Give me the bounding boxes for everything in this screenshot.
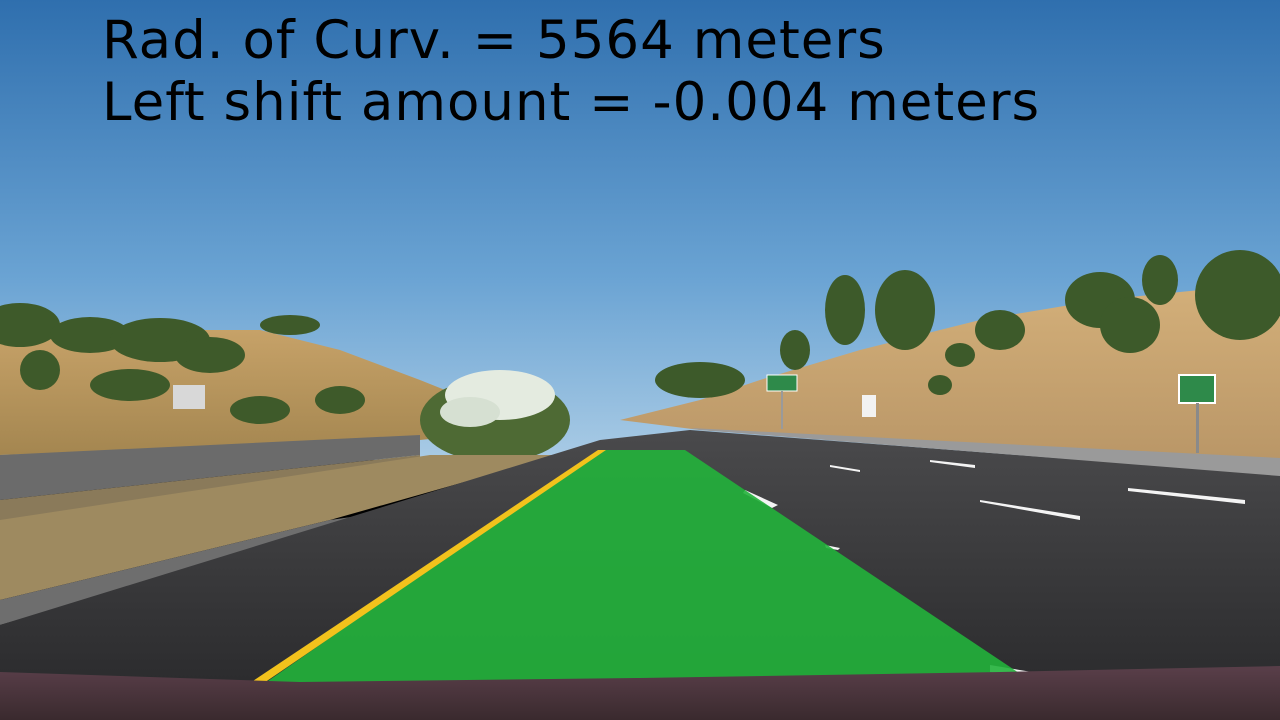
shift-readout: Left shift amount = -0.004 meters [102, 72, 1041, 133]
median-barrier [0, 435, 420, 500]
car-hood [0, 666, 1280, 720]
billboard-sign [173, 385, 205, 409]
green-highway-sign [766, 374, 798, 392]
left-trees [0, 303, 365, 424]
lane-detection-overlay [245, 450, 1055, 697]
flowering-bush [420, 370, 570, 462]
exit-sign [1178, 374, 1216, 404]
curvature-readout: Rad. of Curv. = 5564 meters [102, 10, 886, 71]
speed-sign [862, 395, 876, 417]
right-trees [655, 250, 1280, 398]
left-lane-line [244, 450, 606, 687]
left-grass [0, 455, 560, 600]
